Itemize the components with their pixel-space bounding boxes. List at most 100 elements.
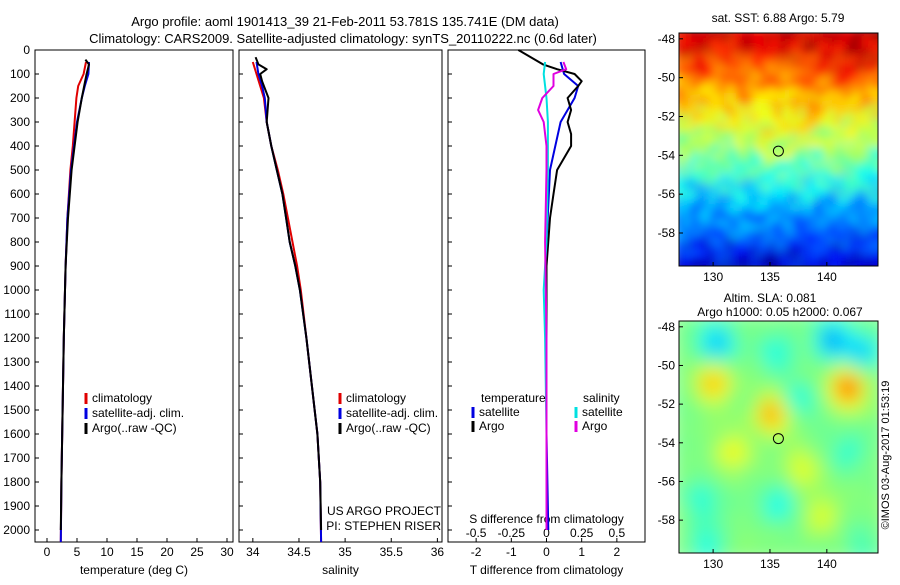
map-panel-clipSST: 130 135 140 -48 -50 -52 -54 -56 -58 sat. SST: 6.8… bbox=[658, 11, 879, 284]
x-tick-label: 1 bbox=[578, 545, 585, 559]
map-y-tick-label: -54 bbox=[658, 148, 676, 162]
x-tick-label: 5 bbox=[74, 545, 81, 559]
x-tick-label: 20 bbox=[160, 545, 174, 559]
sal-diff-tick-label: 0 bbox=[543, 526, 550, 540]
map-y-tick-label: -48 bbox=[658, 32, 676, 46]
x-tick-label: 0 bbox=[44, 545, 51, 559]
y-tick-label: 500 bbox=[10, 163, 30, 177]
map-y-tick-label: -48 bbox=[658, 320, 676, 334]
x-tick-label: -2 bbox=[471, 545, 482, 559]
map-y-tick-label: -56 bbox=[658, 187, 676, 201]
y-tick-label: 1000 bbox=[3, 283, 30, 297]
x-tick-label: 34 bbox=[246, 545, 260, 559]
x-tick-label: 25 bbox=[190, 545, 204, 559]
y-tick-label: 300 bbox=[10, 115, 30, 129]
figure-title-line2: Climatology: CARS2009. Satellite-adjuste… bbox=[89, 31, 597, 46]
sal-diff-tick-label: 0.5 bbox=[609, 526, 626, 540]
pi-annotation: PI: STEPHEN RISER bbox=[326, 519, 441, 533]
sla-map-subtitle: Argo h1000: 0.05 h2000: 0.067 bbox=[697, 305, 863, 319]
y-tick-label: 1500 bbox=[3, 403, 30, 417]
map-y-tick-label: -52 bbox=[658, 397, 676, 411]
series-line-argo-raw-qc- bbox=[59, 58, 90, 531]
series-line-salinity-argo bbox=[537, 61, 568, 530]
x-tick-label: 0 bbox=[543, 545, 550, 559]
argo-position-marker bbox=[772, 145, 784, 157]
x-tick-label: 36 bbox=[431, 545, 445, 559]
figure-title-line1: Argo profile: aoml 1901413_39 21-Feb-201… bbox=[131, 14, 559, 29]
legend-header-salinity: salinity bbox=[583, 391, 620, 405]
series-line-argo-raw-qc- bbox=[254, 56, 323, 531]
x-tick-label: 34.5 bbox=[287, 545, 311, 559]
map-frame bbox=[678, 320, 879, 554]
map-x-tick-label: 135 bbox=[760, 270, 780, 284]
legend-label-t-2: Argo(..raw -QC) bbox=[92, 421, 177, 435]
map-x-tick-label: 140 bbox=[817, 557, 837, 571]
map-y-tick-label: -58 bbox=[658, 513, 676, 527]
x-axis-label: temperature (deg C) bbox=[80, 563, 188, 577]
y-tick-label: 1700 bbox=[3, 451, 30, 465]
project-annotation: US ARGO PROJECT bbox=[327, 504, 442, 518]
y-tick-label: 0 bbox=[23, 43, 30, 57]
y-tick-label: 1800 bbox=[3, 475, 30, 489]
profile-panel-3: -2 -1 0 1 2 T difference from climatology -0.5… bbox=[447, 49, 646, 577]
y-tick-label: 800 bbox=[10, 235, 30, 249]
sla-map-title: Altim. SLA: 0.081 bbox=[724, 291, 817, 305]
y-tick-label: 900 bbox=[10, 259, 30, 273]
y-tick-label: 1300 bbox=[3, 355, 30, 369]
legend-label-ds-sat: satellite bbox=[582, 405, 623, 419]
y-tick-label: 1900 bbox=[3, 499, 30, 513]
x-tick-label: 2 bbox=[614, 545, 621, 559]
map-x-tick-label: 130 bbox=[703, 270, 723, 284]
map-panel-clipSLA: 130 135 140 -48 -50 -52 -54 -56 -58 Altim. SLA: 0… bbox=[658, 291, 879, 571]
x-tick-label: 30 bbox=[220, 545, 234, 559]
x-tick-label: 15 bbox=[130, 545, 144, 559]
legend-label-dt-sat: satellite bbox=[479, 405, 520, 419]
sal-diff-tick-label: -0.5 bbox=[466, 526, 487, 540]
legend-label-dt-argo: Argo bbox=[479, 419, 505, 433]
y-tick-label: 600 bbox=[10, 187, 30, 201]
sal-diff-tick-label: 0.25 bbox=[570, 526, 594, 540]
map-y-tick-label: -50 bbox=[658, 358, 676, 372]
map-y-tick-label: -54 bbox=[658, 436, 676, 450]
map-field bbox=[679, 33, 878, 266]
x-tick-label: 10 bbox=[100, 545, 114, 559]
legend-label-s-1: satellite-adj. clim. bbox=[346, 406, 438, 420]
legend-label-s-2: Argo(..raw -QC) bbox=[346, 421, 431, 435]
y-tick-label: 1100 bbox=[4, 307, 30, 321]
legend-label-ds-argo: Argo bbox=[582, 419, 608, 433]
legend-label-t-1: satellite-adj. clim. bbox=[92, 406, 184, 420]
map-y-tick-label: -58 bbox=[658, 226, 676, 240]
y-tick-label: 400 bbox=[10, 139, 30, 153]
map-y-tick-label: -52 bbox=[658, 109, 676, 123]
map-y-tick-label: -56 bbox=[658, 474, 676, 488]
map-field bbox=[679, 321, 878, 553]
y-tick-label: 200 bbox=[10, 91, 30, 105]
profile-panel-1: 0100200300400500600700800900100011001200… bbox=[3, 43, 234, 577]
x-axis-label: T difference from climatology bbox=[470, 563, 624, 577]
x-axis-label: salinity bbox=[322, 563, 359, 577]
panel-frame bbox=[238, 49, 443, 543]
x-tick-label: -1 bbox=[506, 545, 517, 559]
sal-diff-tick-label: -0.25 bbox=[498, 526, 526, 540]
series-line-temperature-argo bbox=[517, 49, 583, 530]
profile-panel-2: 34 34.5 35 35.5 36 salinity climatologysatelli… bbox=[238, 49, 445, 577]
y-tick-label: 1200 bbox=[3, 331, 30, 345]
x-tick-label: 35.5 bbox=[380, 545, 404, 559]
argo-position-marker bbox=[772, 433, 784, 445]
legend-header-temperature: temperature bbox=[481, 391, 546, 405]
map-x-tick-label: 140 bbox=[817, 270, 837, 284]
x-tick-label: 35 bbox=[338, 545, 352, 559]
y-tick-label: 1400 bbox=[3, 379, 30, 393]
legend-label-s-0: climatology bbox=[346, 391, 406, 405]
imos-timestamp: ©IMOS 03-Aug-2017 01:53:19 bbox=[880, 381, 892, 530]
panel-frame bbox=[34, 49, 234, 543]
map-y-tick-label: -50 bbox=[658, 71, 676, 85]
y-tick-label: 2000 bbox=[3, 523, 30, 537]
legend-label-t-0: climatology bbox=[92, 391, 152, 405]
map-x-tick-label: 130 bbox=[703, 557, 723, 571]
map-frame bbox=[678, 32, 879, 267]
sst-map-title: sat. SST: 6.88 Argo: 5.79 bbox=[712, 11, 845, 25]
y-tick-label: 100 bbox=[10, 67, 30, 81]
